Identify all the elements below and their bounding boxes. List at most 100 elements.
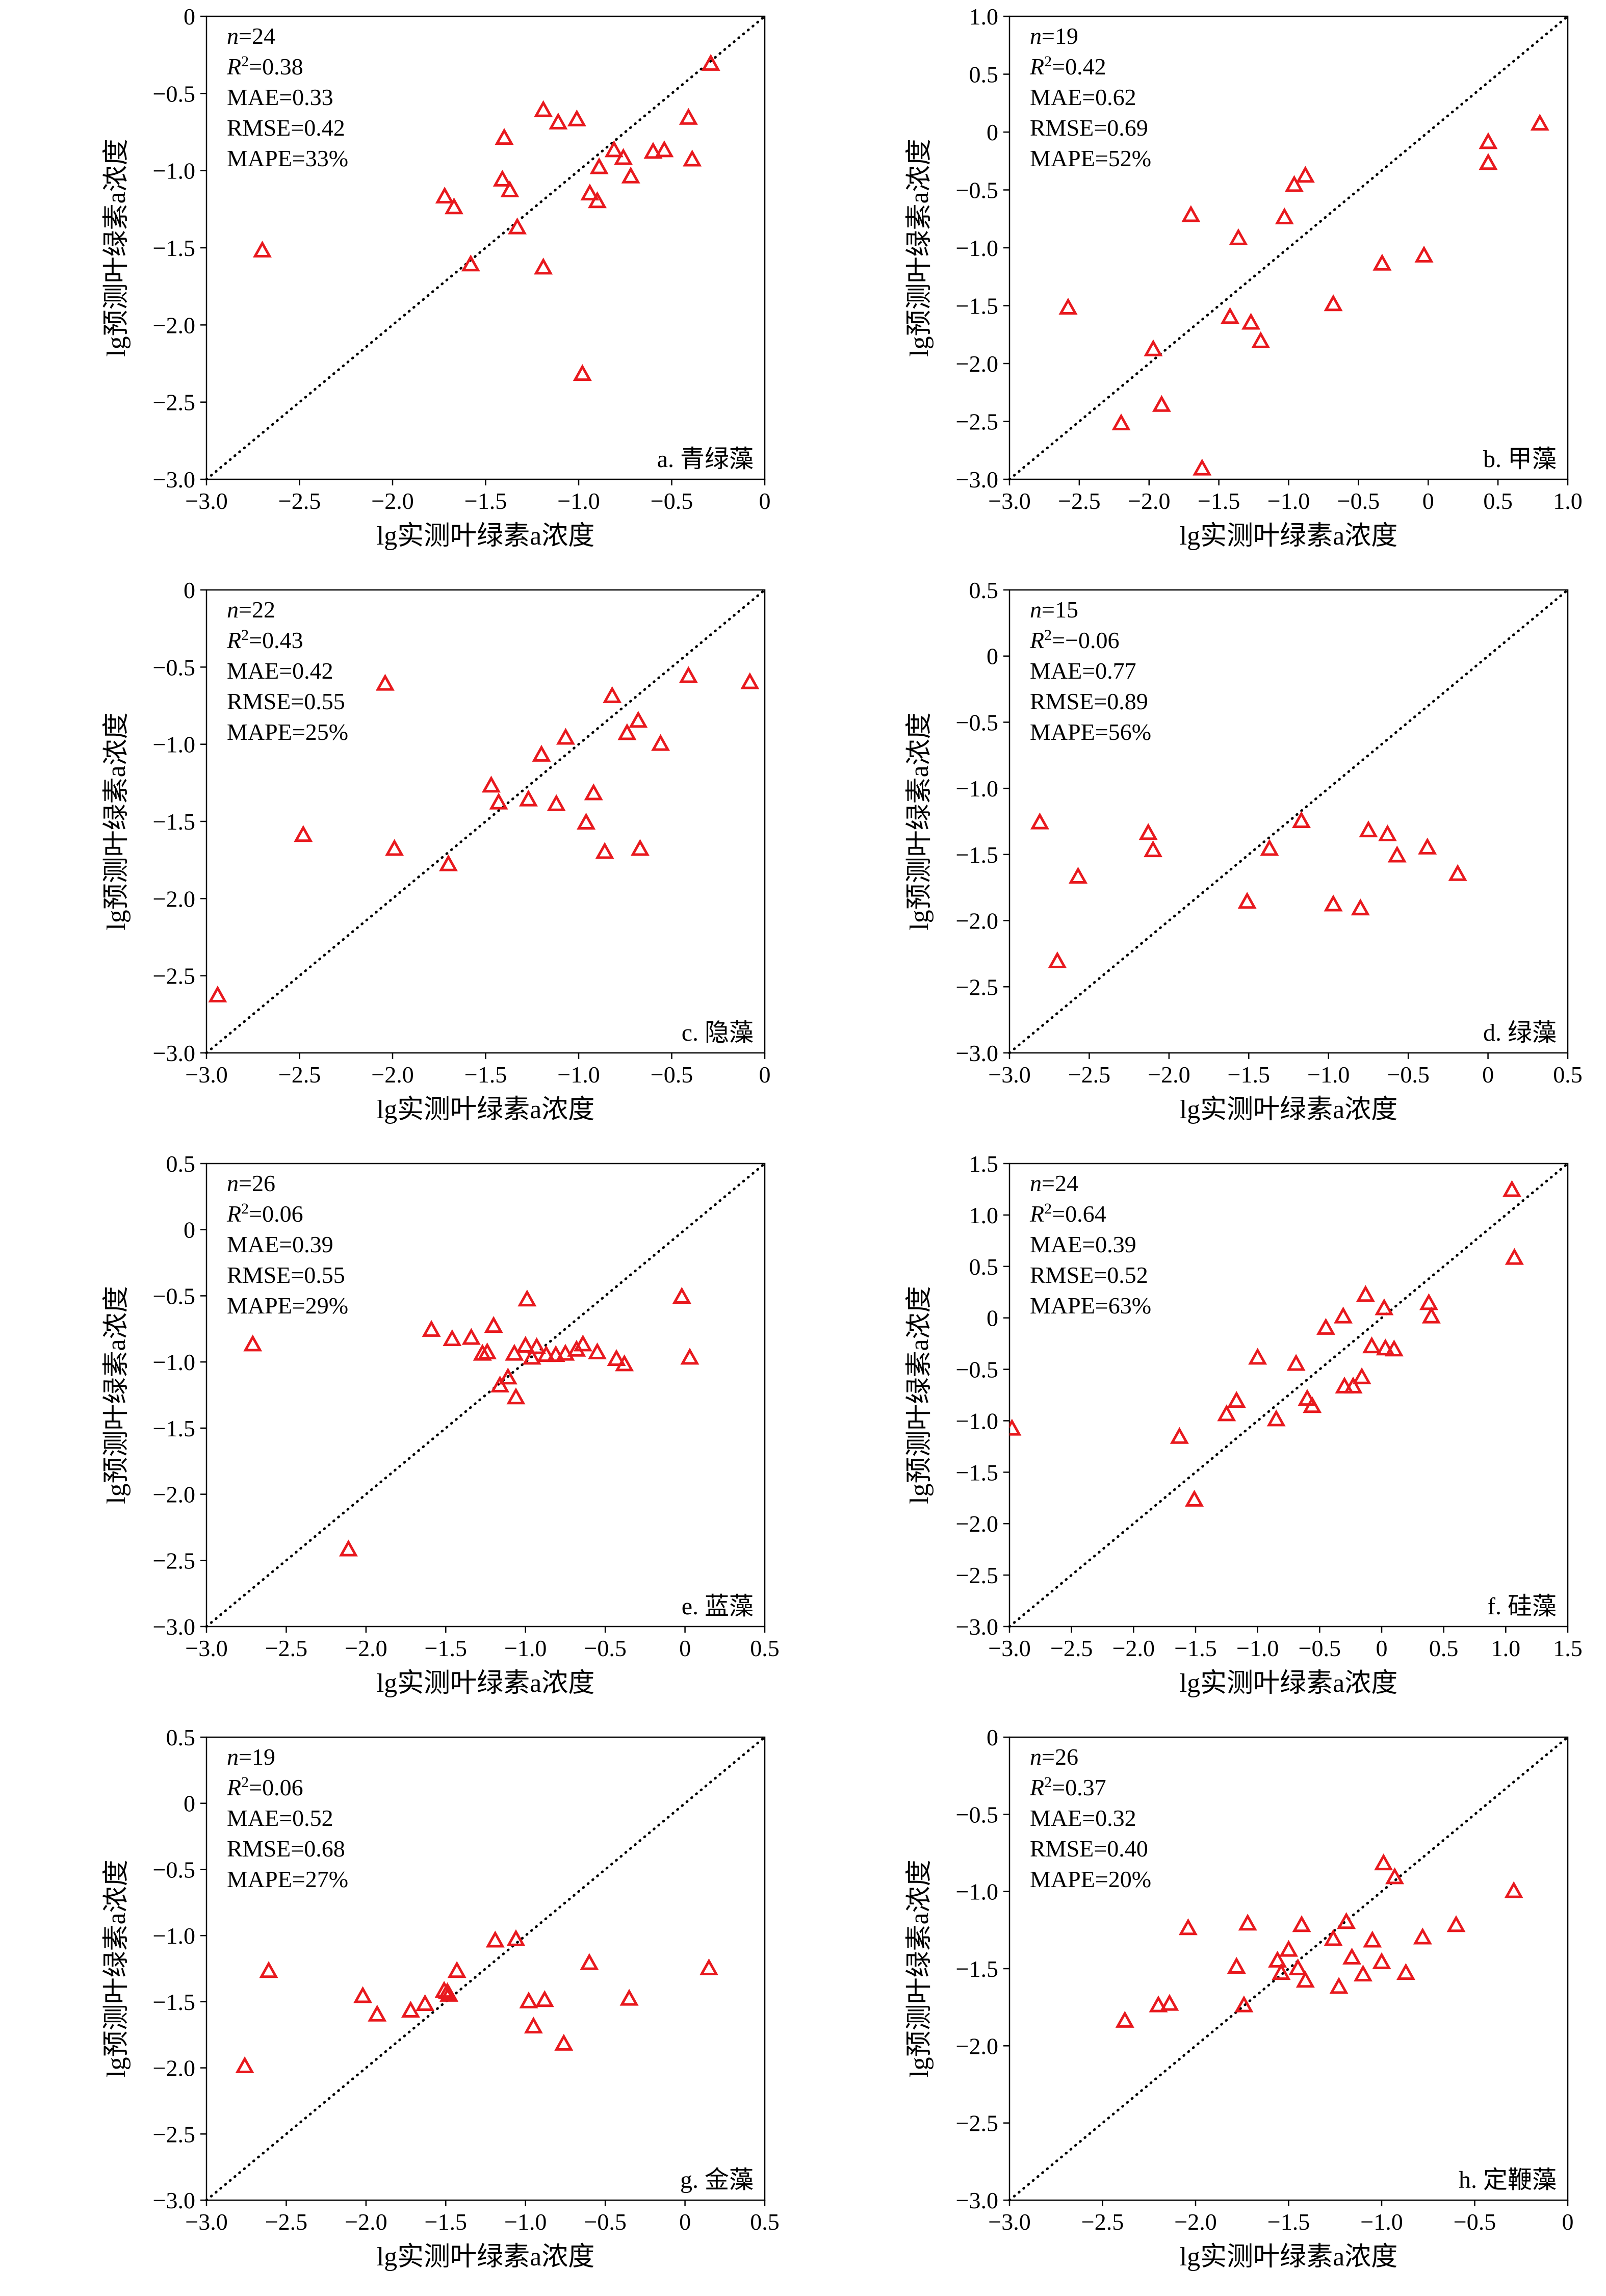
- data-point-triangle: [1375, 1298, 1394, 1315]
- y-tick-label: −2.0: [956, 1511, 998, 1537]
- x-tick-label: −3.0: [988, 2209, 1030, 2235]
- data-point-triangle: [1362, 1336, 1382, 1354]
- data-point-triangle: [619, 1989, 639, 2006]
- stat-n: n=19: [1030, 23, 1078, 49]
- y-axis-title: lg预测叶绿素a浓度: [905, 1286, 934, 1504]
- x-tick-label: −3.0: [988, 1062, 1030, 1088]
- data-point-triangle: [519, 1991, 538, 2008]
- y-tick-label: −1.5: [153, 1989, 195, 2015]
- y-tick-label: −3.0: [956, 1040, 998, 1066]
- data-point-triangle: [1372, 253, 1392, 271]
- x-tick-label: 0: [1562, 2209, 1574, 2235]
- y-tick-label: −0.5: [153, 654, 195, 680]
- panel-d: −3.0 −2.5 −2.0 −1.5 −1.0 −0.5 0 0.5 −3.0 −2.5 −2.0…: [905, 577, 1583, 1124]
- y-tick-label: −3.0: [153, 1614, 195, 1640]
- y-axis-title: lg预测叶绿素a浓度: [905, 712, 934, 931]
- data-point-triangle: [1414, 245, 1434, 263]
- data-point-triangle: [461, 254, 480, 272]
- x-tick-label: −1.5: [425, 2209, 467, 2235]
- data-point-triangle: [1152, 395, 1171, 412]
- data-point-triangle: [375, 674, 395, 691]
- reference-line-1-1: [205, 588, 766, 1054]
- y-tick-label: −2.0: [153, 2055, 195, 2081]
- x-tick-label: −0.5: [651, 488, 693, 514]
- x-tick-label: −2.0: [1112, 1635, 1155, 1661]
- x-tick-label: 0: [759, 488, 771, 514]
- data-point-triangle: [294, 825, 313, 842]
- data-point-triangle: [556, 728, 575, 745]
- data-point-triangle: [1272, 1963, 1291, 1980]
- data-point-triangle: [1251, 331, 1271, 348]
- panel-a: −3.0 −2.5 −2.0 −1.5 −1.0 −0.5 0 −3.0 −2.5 −2.0 −1.…: [102, 4, 771, 551]
- x-tick-label: −2.5: [1050, 1635, 1093, 1661]
- data-point-triangle: [1387, 845, 1407, 863]
- x-tick-label: −3.0: [185, 2209, 227, 2235]
- data-point-triangle: [1343, 1376, 1363, 1394]
- stat-r2: R2=0.42: [1029, 53, 1106, 80]
- y-tick-label: −1.0: [956, 1879, 998, 1905]
- data-point-triangle: [489, 792, 508, 810]
- x-axis-title: lg实测叶绿素a浓度: [1180, 1669, 1398, 1698]
- y-tick-label: 0: [987, 119, 998, 145]
- data-point-triangle: [1181, 205, 1201, 222]
- data-point-triangle: [473, 1344, 492, 1361]
- x-tick-label: −1.0: [557, 488, 600, 514]
- x-axis-title: lg实测叶绿素a浓度: [377, 2242, 595, 2272]
- x-tick-label: −2.0: [1128, 488, 1170, 514]
- x-tick-label: 1.0: [1491, 1635, 1521, 1661]
- data-point-triangle: [1144, 339, 1163, 356]
- y-tick-label: 0: [184, 577, 195, 603]
- data-point-triangle: [1324, 1929, 1343, 1946]
- y-tick-label: −1.0: [956, 1408, 998, 1434]
- x-axis-title: lg实测叶绿素a浓度: [1180, 2242, 1398, 2272]
- panel-g: −3.0 −2.5 −2.0 −1.5 −1.0 −0.5 0 0.5 −3.0 −2.5 −2.0…: [102, 1724, 780, 2272]
- data-point-triangle: [589, 157, 609, 174]
- stat-mae: MAE=0.62: [1030, 84, 1136, 110]
- data-point-triangle: [1504, 1881, 1523, 1898]
- y-tick-label: −2.5: [153, 1547, 195, 1573]
- data-point-triangle: [621, 166, 640, 184]
- reference-line-1-1: [1008, 1736, 1569, 2202]
- reference-line-1-1: [205, 1162, 766, 1628]
- stat-mape: MAPE=63%: [1030, 1293, 1151, 1319]
- data-point-triangle: [1324, 294, 1343, 312]
- stat-mae: MAE=0.52: [227, 1805, 333, 1831]
- panel-caption: b. 甲藻: [1483, 446, 1557, 473]
- data-point-triangle: [519, 789, 538, 807]
- y-axis-title: lg预测叶绿素a浓度: [102, 139, 131, 357]
- y-tick-label: −0.5: [956, 177, 998, 203]
- data-point-triangle: [1296, 166, 1315, 183]
- data-point-triangle: [1221, 307, 1240, 324]
- axes-frame: [205, 1736, 766, 2201]
- y-axis-title: lg预测叶绿素a浓度: [102, 712, 131, 931]
- data-point-triangle: [353, 1986, 373, 2003]
- stat-rmse: RMSE=0.40: [1030, 1836, 1148, 1862]
- stat-mae: MAE=0.39: [1030, 1231, 1136, 1257]
- y-tick-label: −0.5: [956, 1801, 998, 1827]
- data-point-triangle: [527, 1337, 547, 1354]
- x-tick-label: −0.5: [1387, 1062, 1429, 1088]
- stat-n: n=24: [227, 23, 275, 49]
- data-point-triangle: [655, 140, 674, 158]
- data-point-triangle: [416, 1994, 435, 2011]
- stat-n: n=15: [1030, 597, 1078, 623]
- data-point-triangle: [699, 1958, 719, 1975]
- data-point-triangle: [1030, 812, 1049, 830]
- data-point-triangle: [672, 1286, 691, 1304]
- x-tick-label: −0.5: [1299, 1635, 1341, 1661]
- data-point-triangle: [506, 1387, 526, 1405]
- x-tick-label: −2.0: [345, 1635, 387, 1661]
- stat-r2: R2=0.43: [226, 627, 303, 653]
- data-point-triangle: [587, 191, 607, 209]
- y-tick-label: 0: [184, 1791, 195, 1817]
- x-axis-title: lg实测叶绿素a浓度: [1180, 1095, 1398, 1124]
- y-tick-label: −0.5: [153, 1856, 195, 1882]
- data-point-triangle: [1353, 1964, 1373, 1982]
- y-tick-label: 0: [184, 1217, 195, 1243]
- y-tick-label: −2.0: [153, 886, 195, 912]
- data-point-triangle: [461, 1328, 481, 1345]
- data-points: [1030, 811, 1467, 968]
- x-tick-label: −0.5: [584, 2209, 626, 2235]
- x-tick-label: 0: [1376, 1635, 1388, 1661]
- x-tick-label: −0.5: [584, 1635, 626, 1661]
